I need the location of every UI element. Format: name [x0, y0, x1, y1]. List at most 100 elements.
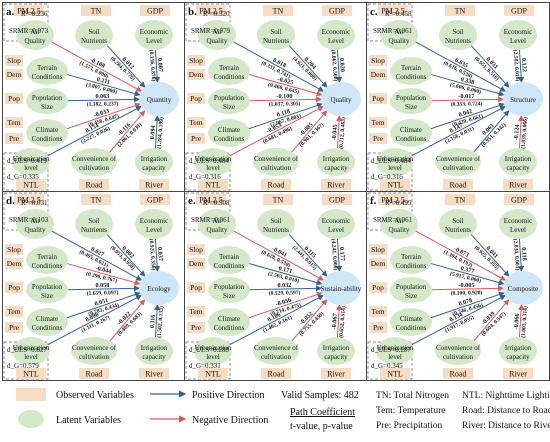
pre-label: Pre: [191, 323, 202, 332]
latent-node-pop: [390, 277, 432, 303]
srmr-value: SRMR=0.079: [191, 27, 231, 35]
ntl-label: NTL: [23, 370, 39, 379]
tem-label: Tem: [371, 118, 384, 127]
target-label: Quality: [331, 96, 352, 104]
path-tvalue: (1.284, 0.199): [156, 117, 165, 149]
latent-node-urban: [194, 337, 232, 365]
latent-node-terrain: [208, 246, 250, 274]
latent-node-soil: [75, 20, 113, 50]
latent-label-urban: Urbanization: [377, 155, 414, 163]
path-coefficient: -0.017: [458, 93, 474, 100]
road-label: Road: [86, 181, 103, 190]
ntl-label: NTL: [387, 181, 403, 190]
path-arrow-urban: [410, 106, 506, 157]
path-arrow-urban: [46, 106, 142, 157]
latent-label-terrain: Conditions: [396, 262, 427, 270]
path-arrow-urban: [228, 295, 324, 346]
path-arrow-terrain: [65, 262, 141, 286]
path-coefficient: 0.078: [458, 297, 473, 308]
latent-label-conv: cultivation: [443, 353, 473, 361]
latent-label-soil: Soil: [88, 28, 99, 36]
path-tvalue: (1.659, 0.097): [87, 289, 119, 297]
target-label: Sustain-ability: [321, 285, 362, 293]
d-uls-value: d_ULS=0.484: [189, 157, 229, 165]
latent-label-climate: Climate: [218, 315, 240, 323]
sem-panel: PM 2.5 TN GDP Slop Dem Pop Tem Pre NTL Road River -…: [184, 191, 368, 381]
path-arrow-econ: [518, 237, 525, 273]
path-arrow-soil: [105, 233, 146, 277]
pm25-label: PM 2.5: [199, 7, 223, 16]
pm25-label: PM 2.5: [17, 196, 41, 205]
path-coefficient: -0.005: [458, 282, 474, 289]
river-label: River: [327, 370, 345, 379]
path-arrow-econ: [154, 48, 161, 84]
latent-label-econ: Level: [510, 37, 526, 45]
latent-label-soil: Nutrients: [263, 37, 289, 45]
path-tvalue: (1.037, 0.305): [269, 100, 301, 108]
latent-node-econ: [317, 209, 355, 239]
gdp-label: GDP: [329, 7, 346, 16]
latent-label-econ: Economic: [140, 28, 168, 36]
path-arrow-air: [413, 40, 507, 92]
latent-node-conv: [435, 337, 481, 365]
path-tvalue: (1.182, 0.237): [87, 100, 119, 108]
pm25-label: PM 2.5: [381, 7, 405, 16]
r-squared: R²=0.458: [385, 10, 412, 18]
latent-label-air: Air: [212, 217, 222, 225]
path-arrow-terrain: [65, 73, 141, 97]
latent-label-air: Quality: [389, 37, 410, 45]
path-arrow-urban: [46, 295, 142, 346]
r-squared: R²=0.499: [385, 199, 412, 207]
path-arrow-conv: [108, 299, 146, 343]
latent-node-air: [380, 209, 418, 239]
path-coefficient: 0.007: [156, 58, 164, 72]
latent-node-climate: [26, 308, 68, 336]
pre-label: Pre: [9, 323, 20, 332]
latent-node-terrain: [390, 57, 432, 85]
latent-label-pop: Size: [405, 292, 417, 300]
slop-label: Slop: [189, 56, 203, 65]
latent-label-urban: level: [24, 353, 38, 361]
latent-node-climate: [390, 119, 432, 147]
slop-label: Slop: [7, 56, 21, 65]
latent-node-econ: [317, 20, 355, 50]
latent-label-pop: Population: [214, 94, 245, 102]
srmr-value: SRMR=0.061: [373, 27, 413, 35]
path-coefficient: -0.066: [513, 313, 521, 329]
latent-node-urban: [376, 148, 414, 176]
latent-node-climate: [26, 119, 68, 147]
latent-label-econ: Economic: [322, 217, 350, 225]
latent-label-soil: Nutrients: [263, 226, 289, 234]
path-coefficient: 0.377: [460, 265, 475, 275]
srmr-value: SRMR=0.073: [9, 27, 49, 35]
path-arrow-pop: [247, 285, 323, 292]
latent-label-pop: Population: [214, 283, 245, 291]
latent-label-soil: Nutrients: [81, 226, 107, 234]
latent-node-pop: [26, 277, 68, 303]
legend-tvalue: t-value, p-value: [290, 421, 353, 432]
path-coefficient: 0.042: [458, 108, 473, 119]
road-label: Road: [450, 370, 467, 379]
path-tvalue: (0.712, 0.463): [338, 117, 347, 149]
latent-label-soil: Soil: [452, 28, 463, 36]
latent-label-climate: Conditions: [214, 135, 245, 143]
dem-label: Dem: [371, 259, 386, 268]
latent-label-pop: Population: [32, 94, 63, 102]
r-squared: R²=0.320: [203, 10, 230, 18]
latent-node-air: [198, 209, 236, 239]
panel-letter: a.: [6, 6, 15, 18]
latent-label-econ: Level: [146, 37, 162, 45]
latent-label-irrig: Irrigation: [323, 155, 350, 163]
path-arrow-conv: [472, 299, 510, 343]
road-label: Road: [450, 181, 467, 190]
latent-label-urban: Urbanization: [195, 155, 232, 163]
tn-label: TN: [273, 7, 284, 16]
latent-node-pop: [26, 88, 68, 114]
srmr-value: SRMR=0.103: [9, 216, 49, 224]
pm25-label: PM 2.5: [17, 7, 41, 16]
target-label: Ecology: [147, 285, 171, 293]
path-arrow-irrig: [518, 303, 525, 339]
path-arrow-air: [49, 229, 143, 281]
sem-panel: PM 2.5 TN GDP Slop Dem Pop Tem Pre NTL Road River 0…: [366, 2, 550, 192]
path-coefficient: 0.338: [460, 76, 475, 86]
